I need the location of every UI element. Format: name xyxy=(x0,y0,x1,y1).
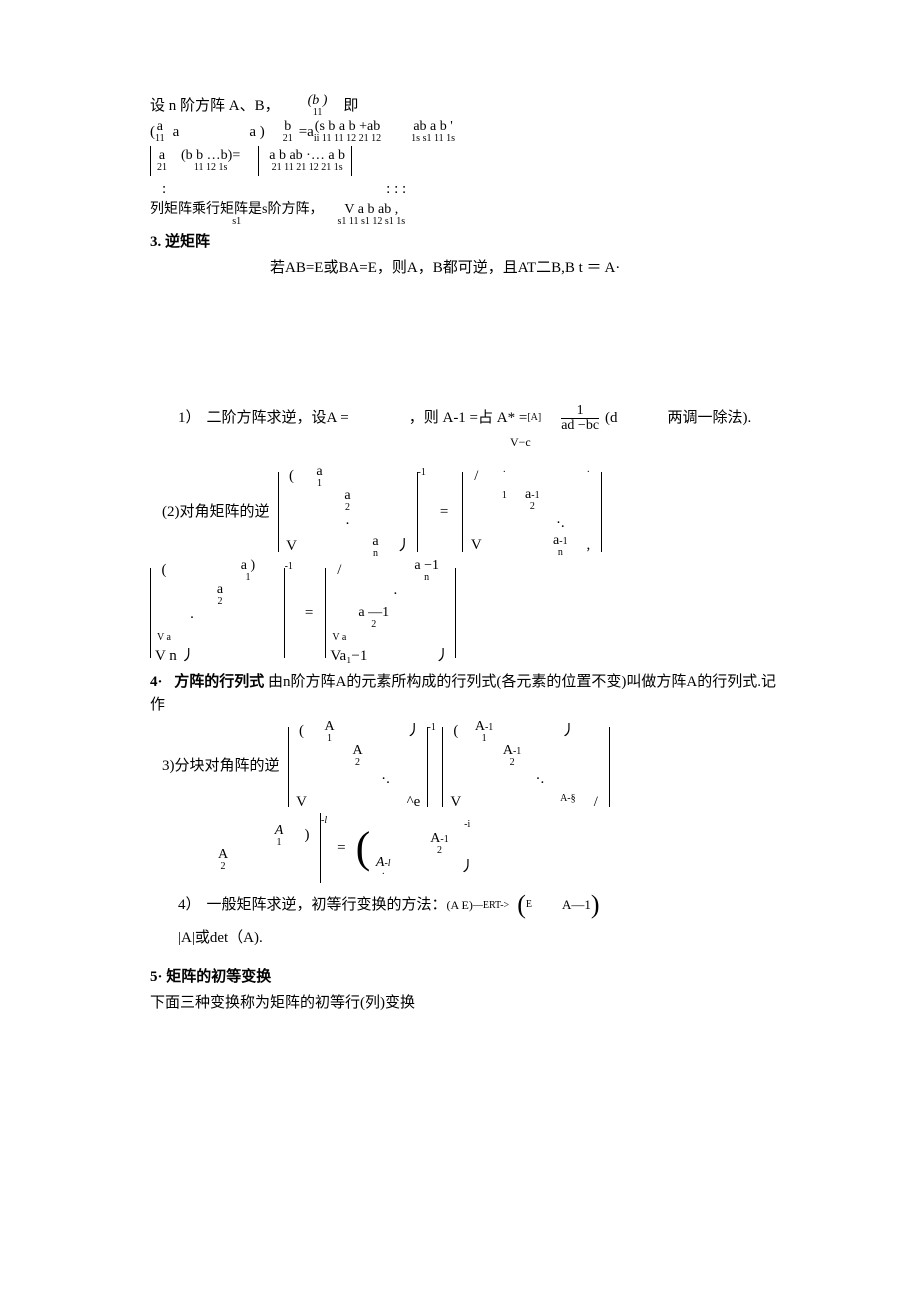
text-set-n: 设 n 阶方阵 A、B， xyxy=(150,95,280,118)
item-2-antidiag: (a )1 a2 · V a V n 丿 -1 = /a −1n · a —12… xyxy=(150,559,780,667)
row-b: a21 (b b …b)= 11 12 1s a b ab ·… a b21 1… xyxy=(150,146,780,176)
block-anti-left: A1) A2 xyxy=(210,813,321,883)
item1-tail: 两调一除法). xyxy=(668,407,752,430)
item3-label: 3)分块对角阵的逆 xyxy=(162,755,280,778)
antidiag-right: /a −1n · a —12 V a Va₁−1丿 xyxy=(325,559,456,667)
item-4-general-inverse: 4） 一般矩阵求逆，初等行变换的方法： (A E) —ERT-> ( E A—1… xyxy=(178,883,780,927)
item-1-2x2-inverse: 1） 二阶方阵求逆，设A = ，则 A-1 =占 A* = [A] 1 ad −… xyxy=(178,404,780,433)
row-dots: : : : : xyxy=(150,178,780,201)
item2-label: (2)对角矩阵的逆 xyxy=(162,501,270,524)
inverse-condition-line: 若AB=E或BA=E，则A，B都可逆，且AT二B,B t ＝ A· xyxy=(270,257,780,280)
item4-label: 4） xyxy=(178,894,201,917)
diag-matrix-left: (a1 a2 · Van丿 xyxy=(278,465,418,560)
elementary-transform-text: 下面三种变换称为矩阵的初等行(列)变换 xyxy=(150,992,780,1015)
item1-mid: ，则 A-1 =占 A* = xyxy=(409,407,528,430)
b11-term: (b ) 11 xyxy=(308,94,328,118)
column-times-row-block: 设 n 阶方阵 A、B， (b ) 11 即 ( a11 a a ) b21 =… xyxy=(150,94,780,227)
row-prod: 列矩阵乘行矩阵是s阶方阵， s1 V a b ab ,s1 11 s1 12 s… xyxy=(150,203,780,227)
heading-determinant: 4· 方阵的行列式 由n阶方阵A的元素所构成的行列式(各元素的位置不变)叫做方阵… xyxy=(150,671,780,716)
row-a: ( a11 a a ) b21 =a (s b a b +abii 11 11 … xyxy=(150,120,780,144)
block-anti-right: ( -i A-12 A-l·丿 xyxy=(356,817,481,880)
col-times-row-text: 列矩阵乘行矩阵是s阶方阵， xyxy=(150,203,323,217)
item4-text: 一般矩阵求逆，初等行变换的方法： xyxy=(207,894,447,917)
item1-text: 二阶方阵求逆，设A = xyxy=(207,407,349,430)
diag-matrix-right: /·· 1a-12 ·. Va-1n, xyxy=(462,465,602,558)
item-3-block-antidiag: A1) A2 -l = ( -i A-12 A-l·丿 xyxy=(210,813,780,883)
block-right: (A-11丿 A-12 ·. VA-§/ xyxy=(442,720,610,813)
line-set-n: 设 n 阶方阵 A、B， (b ) 11 即 xyxy=(150,94,780,118)
block-left: (A1丿 A2 ·. V^e xyxy=(288,720,428,813)
item-3-block-diag: 3)分块对角阵的逆 (A1丿 A2 ·. V^e -1 (A-11丿 A-12 … xyxy=(162,720,780,813)
item-2-diag-inverse: (2)对角矩阵的逆 (a1 a2 · Van丿 -1 = /·· 1a-12 ·… xyxy=(162,465,780,560)
item4-tail: |A|或det（A). xyxy=(178,927,780,950)
heading-elementary-transform: 5· 矩阵的初等变换 xyxy=(150,966,780,989)
antidiag-left: (a )1 a2 · V a V n 丿 xyxy=(150,559,285,667)
heading-inverse-matrix: 3. 逆矩阵 xyxy=(150,231,780,254)
item1-label: 1） xyxy=(178,407,201,430)
text-ji: 即 xyxy=(343,95,358,118)
